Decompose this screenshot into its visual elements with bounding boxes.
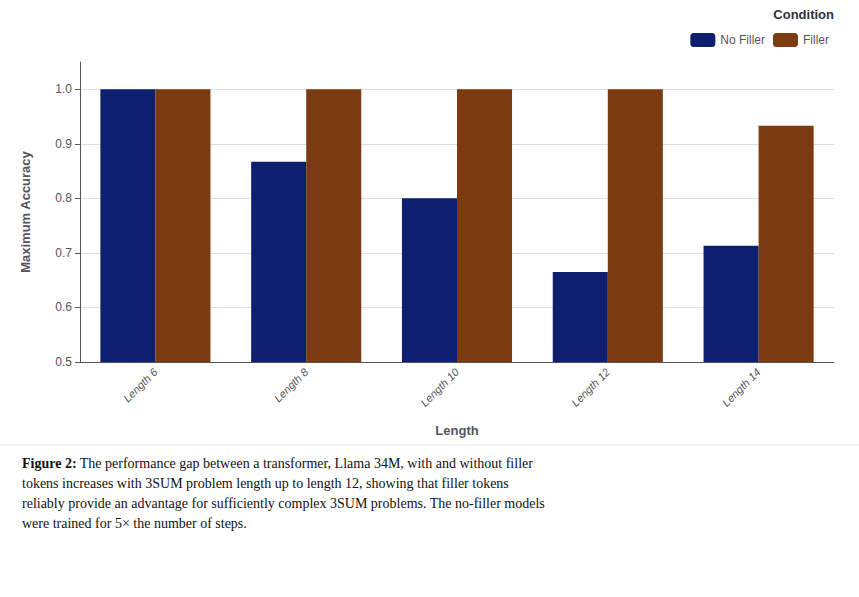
svg-text:Length 12: Length 12 (569, 366, 612, 409)
svg-text:No Filler: No Filler (720, 33, 765, 47)
svg-text:0.9: 0.9 (55, 137, 72, 151)
svg-text:Length 10: Length 10 (418, 365, 462, 409)
svg-text:Figure 2:: Figure 2: (22, 456, 77, 471)
svg-text:Length 6: Length 6 (121, 365, 160, 404)
svg-text:The performance gap between a: The performance gap between a transforme… (77, 456, 534, 471)
svg-text:Length 8: Length 8 (272, 365, 311, 404)
svg-text:1.0: 1.0 (55, 82, 72, 96)
svg-text:Filler: Filler (803, 33, 829, 47)
svg-text:Length 14: Length 14 (720, 366, 763, 409)
svg-text:Condition: Condition (773, 7, 834, 22)
svg-text:0.5: 0.5 (55, 355, 72, 369)
svg-text:Maximum Accuracy: Maximum Accuracy (18, 150, 33, 272)
svg-text:0.8: 0.8 (55, 191, 72, 205)
svg-text:Length: Length (435, 423, 478, 438)
svg-text:0.6: 0.6 (55, 300, 72, 314)
svg-text:tokens increases with 3SUM pro: tokens increases with 3SUM problem lengt… (22, 476, 509, 491)
svg-text:were trained for 5× the number: were trained for 5× the number of steps. (22, 516, 247, 531)
svg-text:reliably provide an advantage: reliably provide an advantage for suffic… (22, 496, 545, 511)
svg-text:0.7: 0.7 (55, 246, 72, 260)
